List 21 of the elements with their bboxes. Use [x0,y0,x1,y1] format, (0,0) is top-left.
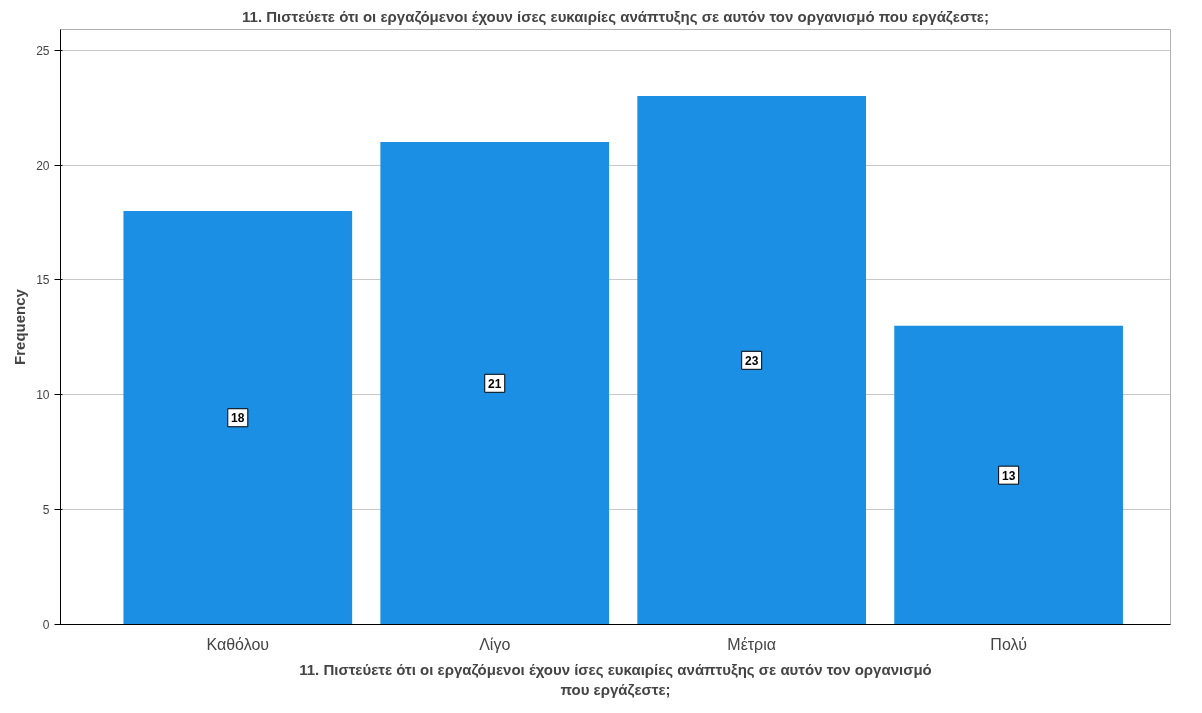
y-tick-label: 15 [36,273,50,288]
x-tick-label: Λίγο [479,635,511,653]
bar [380,142,610,625]
x-tick-label: Καθόλου [206,635,270,653]
data-label: 23 [745,353,759,368]
bar [123,210,353,625]
data-label: 21 [488,376,502,391]
x-axis-title: 11. Πιστεύετε ότι οι εργαζόμενοι έχουν ίσες ευκαιρίες ανάπτυξης σε αυτόν τον οργανισμό που εργάζεστε; [299,660,932,698]
y-tick-label: 10 [36,388,50,403]
y-tick-label: 5 [42,503,50,518]
y-axis-title: Frequency [11,288,29,365]
chart-title: 11. Πιστεύετε ότι οι εργαζόμενοι έχουν ίσες ευκαιρίες ανάπτυξης σε αυτόν τον οργανισμό που εργάζεστε; [242,7,989,25]
bar [637,96,867,625]
y-tick-label: 25 [36,43,50,58]
y-tick-label: 0 [42,618,50,632]
data-label: 18 [231,411,245,426]
bar [894,325,1123,625]
y-tick-label: 20 [36,158,50,173]
x-tick-label: Μέτρια [727,635,777,653]
data-label: 13 [1001,468,1016,483]
x-tick-label: Πολύ [990,635,1027,653]
